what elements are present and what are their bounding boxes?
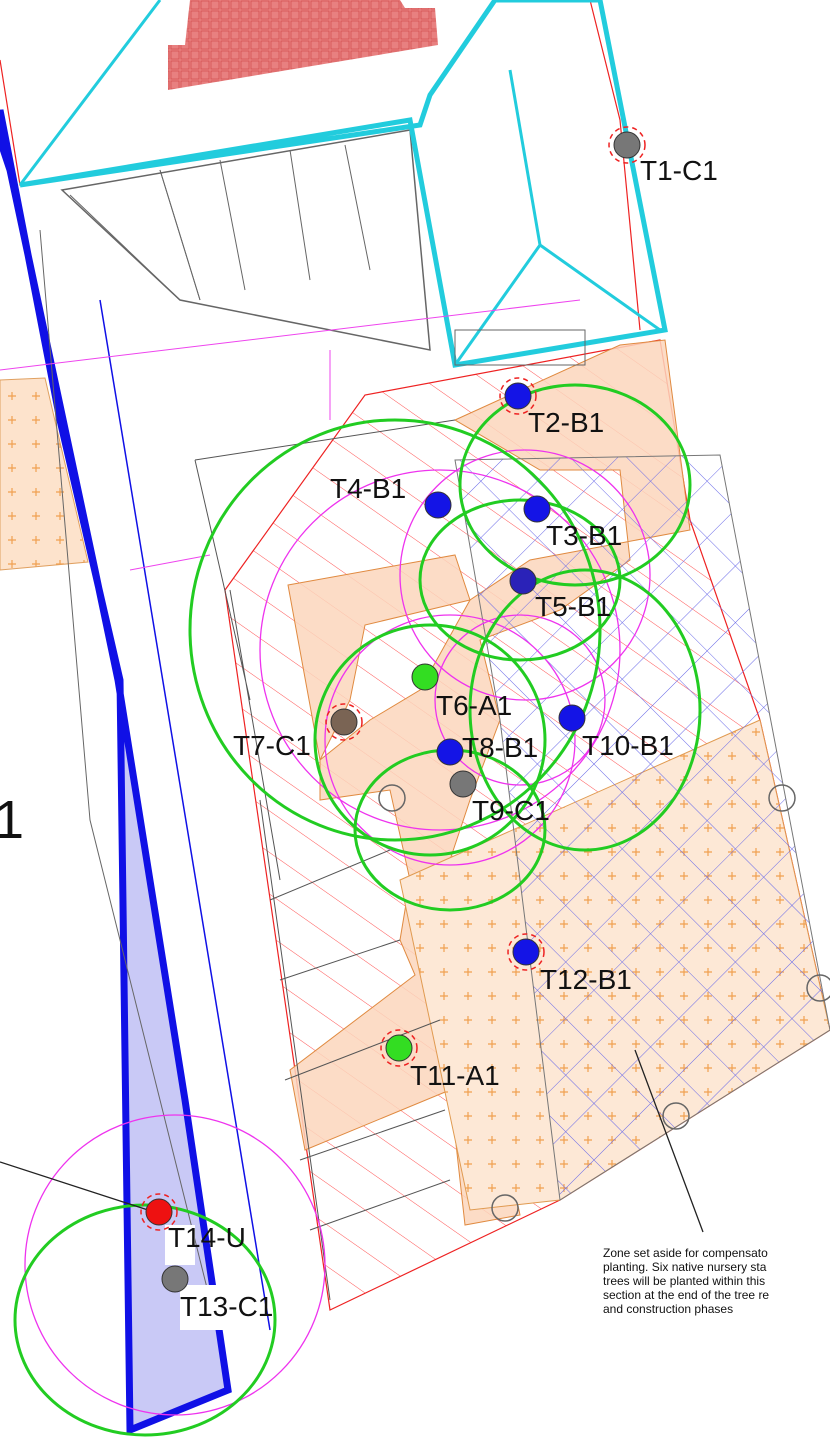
tree-marker [331, 709, 357, 735]
note-line: planting. Six native nursery sta [603, 1260, 767, 1274]
note-line: trees will be planted within this [603, 1274, 765, 1288]
tree-marker [386, 1035, 412, 1061]
site-plan: 1 T1-C1 T2-B1 T3-B1 T4-B1 T5-B1 T6-A1 T7-C1 T8-… [0, 0, 830, 1440]
tree-label: T2-B1 [528, 407, 604, 438]
tree-marker [510, 568, 536, 594]
tree-label: T5-B1 [535, 591, 611, 622]
tree-marker [505, 383, 531, 409]
tree-marker [162, 1266, 188, 1292]
tree-label: T4-B1 [330, 473, 406, 504]
tree-label: T9-C1 [472, 795, 550, 826]
page: 1 T1-C1 T2-B1 T3-B1 T4-B1 T5-B1 T6-A1 T7-C1 T8-… [0, 0, 830, 1440]
tree-label: T7-C1 [233, 730, 311, 761]
tree-label: T10-B1 [582, 730, 674, 761]
tree-marker [450, 771, 476, 797]
tree-label: T14-U [168, 1222, 246, 1253]
tree-marker [524, 496, 550, 522]
tree-marker [513, 939, 539, 965]
area-label: 1 [0, 790, 24, 850]
tree-marker [437, 739, 463, 765]
tree-marker [425, 492, 451, 518]
tree-marker [614, 132, 640, 158]
tree-label: T13-C1 [180, 1291, 273, 1322]
tree-label: T6-A1 [436, 690, 512, 721]
tree-label: T3-B1 [546, 520, 622, 551]
note-line: Zone set aside for compensato [603, 1246, 768, 1260]
note-line: section at the end of the tree re [603, 1288, 769, 1302]
tree-marker [559, 705, 585, 731]
tree-label: T12-B1 [540, 964, 632, 995]
tree-marker [412, 664, 438, 690]
tree-label: T11-A1 [410, 1060, 500, 1091]
linework [0, 0, 830, 1435]
tree-label: T1-C1 [640, 155, 718, 186]
note-line: and construction phases [603, 1302, 733, 1316]
tree-label: T8-B1 [462, 732, 538, 763]
